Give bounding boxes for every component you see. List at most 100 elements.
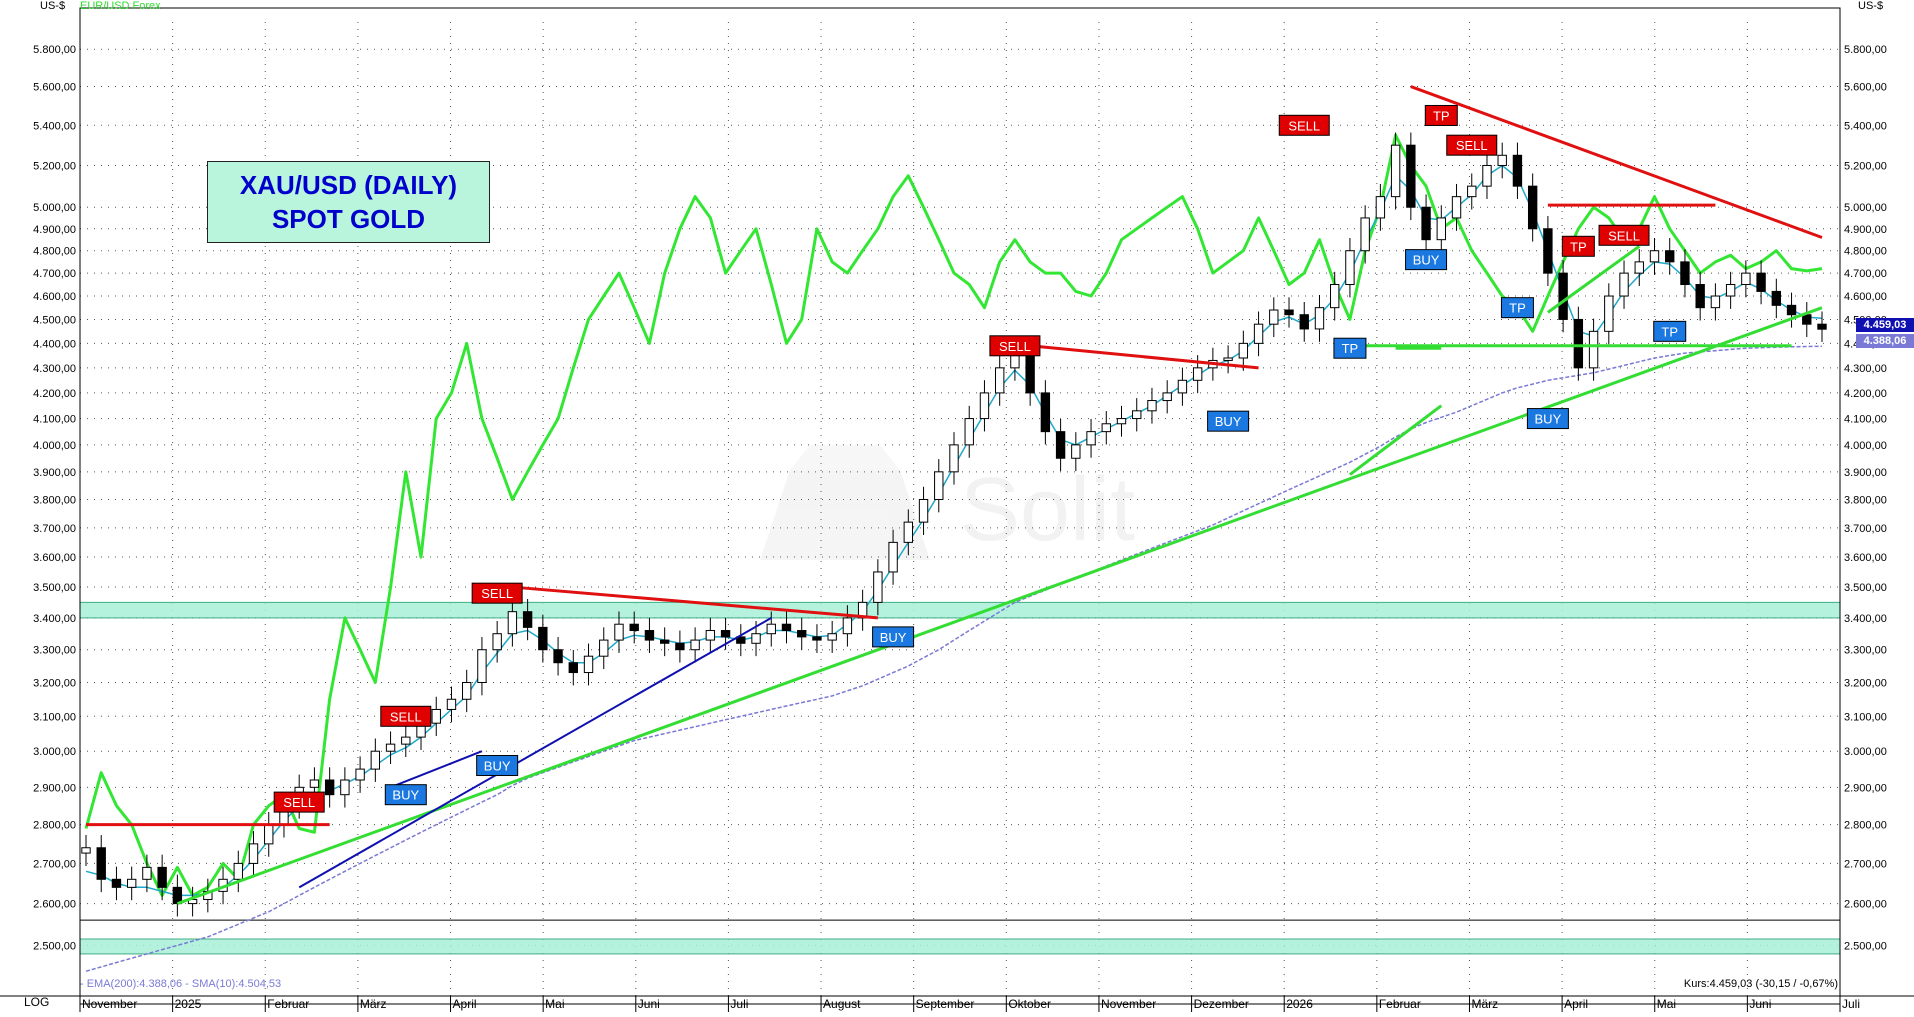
signal-buy-10[interactable]: BUY — [1405, 249, 1448, 271]
candle-84 — [1360, 205, 1370, 264]
candle-body-57 — [949, 444, 959, 473]
y-tick-right-1: 2.600,00 — [1844, 899, 1887, 911]
signals-layer: SELL SELL BUY SELL BUY BUY SELL BUY SELL TP BUY TP S… — [273, 104, 1687, 813]
y-tick-right-9: 3.400,00 — [1844, 613, 1887, 625]
signal-buy-2[interactable]: BUY — [384, 784, 427, 806]
signal-buy-5[interactable]: BUY — [872, 626, 915, 648]
signal-box-11 — [1424, 104, 1458, 126]
signal-sell-0[interactable]: SELL — [273, 791, 325, 813]
candle-body-68 — [1116, 418, 1127, 425]
signal-sell-12[interactable]: SELL — [1446, 134, 1498, 156]
candle-50 — [842, 605, 853, 647]
candle-80 — [1299, 302, 1309, 342]
x-month-label-16: April — [1564, 997, 1588, 1011]
trend-lines-layer — [86, 85, 1823, 906]
x-month-label-13: 2026 — [1286, 997, 1313, 1011]
y-tick-right-29: 5.800,00 — [1844, 44, 1887, 56]
candle-51 — [857, 589, 868, 631]
candle-body-25 — [462, 681, 472, 700]
y-tick-right-13: 3.800,00 — [1844, 494, 1887, 506]
signal-sell-3[interactable]: SELL — [471, 582, 523, 604]
candle-body-53 — [888, 541, 898, 573]
signal-buy-17[interactable]: TP — [1653, 320, 1687, 342]
candle-body-39 — [675, 642, 685, 651]
x-month-label-14: Februar — [1379, 997, 1421, 1011]
ema-200-line-layer — [85, 345, 1823, 972]
candle-20 — [385, 731, 396, 765]
signal-buy-7[interactable]: BUY — [1207, 410, 1250, 432]
candle-body-75 — [1223, 357, 1233, 361]
candle-64 — [1055, 418, 1066, 472]
candle-24 — [446, 686, 457, 723]
candle-body-32 — [568, 662, 578, 674]
x-month-label-12: Dezember — [1194, 997, 1249, 1011]
candle-48 — [812, 624, 822, 653]
trend-line-3 — [1547, 245, 1641, 314]
signal-sell-16[interactable]: SELL — [1598, 224, 1650, 246]
signal-label-1: SELL — [390, 709, 422, 724]
x-month-label-1: 2025 — [175, 997, 202, 1011]
x-month-label-17: Mai — [1657, 997, 1676, 1011]
candle-body-76 — [1238, 342, 1249, 359]
candle-106 — [1695, 271, 1705, 321]
support-zone-0 — [79, 601, 1841, 619]
candle-body-86 — [1390, 144, 1401, 198]
candle-body-6 — [172, 886, 183, 905]
y-tick-right-7: 3.200,00 — [1844, 677, 1887, 689]
signal-box-6 — [989, 335, 1041, 357]
signal-label-3: SELL — [481, 586, 513, 601]
signal-buy-4[interactable]: BUY — [476, 755, 519, 777]
candle-body-54 — [903, 521, 914, 543]
candle-21 — [401, 724, 411, 757]
y-tick-right-5: 3.000,00 — [1844, 746, 1887, 758]
candle-body-108 — [1725, 284, 1736, 297]
scale-mode-label[interactable]: LOG — [24, 995, 50, 1009]
signal-label-17: TP — [1661, 324, 1678, 339]
candle-body-61 — [1010, 355, 1020, 369]
y-tick-left-14: 3.900,00 — [33, 467, 76, 479]
signal-buy-9[interactable]: TP — [1333, 337, 1367, 359]
signal-label-10: BUY — [1413, 253, 1440, 268]
candle-body-0 — [81, 847, 91, 854]
candle-body-31 — [553, 649, 563, 664]
candle-body-28 — [507, 611, 518, 635]
candle-body-59 — [979, 392, 990, 420]
candle-29 — [522, 598, 533, 641]
signal-box-7 — [1207, 410, 1250, 432]
candle-109 — [1741, 260, 1751, 298]
candle-28 — [507, 598, 518, 647]
signal-sell-15[interactable]: TP — [1561, 235, 1595, 257]
candle-body-2 — [111, 878, 122, 888]
candle-71 — [1162, 380, 1172, 414]
trend-line-7 — [1410, 85, 1823, 239]
trend-line-6 — [1029, 344, 1259, 370]
chart-title-line1: XAU/USD (DAILY) — [239, 170, 458, 200]
candle-88 — [1421, 194, 1431, 253]
candle-body-93 — [1497, 154, 1507, 166]
signal-sell-11[interactable]: TP — [1424, 104, 1458, 126]
signal-sell-1[interactable]: SELL — [380, 705, 432, 727]
signal-buy-14[interactable]: BUY — [1526, 408, 1569, 430]
candle-98 — [1573, 306, 1584, 381]
overlay-legend: EUR/USD Forex — [80, 0, 161, 12]
y-tick-left-18: 4.300,00 — [33, 363, 76, 375]
svg-text:Solit: Solit — [960, 460, 1135, 560]
candle-body-105 — [1680, 261, 1690, 286]
signal-buy-13[interactable]: TP — [1500, 297, 1534, 319]
candle-26 — [477, 637, 487, 696]
candle-32 — [568, 650, 578, 686]
candle-90 — [1451, 183, 1462, 231]
candle-body-43 — [736, 636, 746, 644]
candle-body-46 — [781, 623, 792, 632]
candle-35 — [614, 611, 624, 653]
candle-body-70 — [1147, 400, 1157, 412]
candle-30 — [538, 614, 548, 663]
candle-body-77 — [1253, 323, 1264, 344]
signal-sell-6[interactable]: SELL — [989, 335, 1041, 357]
candle-body-83 — [1345, 250, 1355, 286]
candle-77 — [1253, 311, 1264, 357]
candle-102 — [1634, 249, 1644, 286]
candle-body-101 — [1619, 272, 1629, 297]
signal-sell-8[interactable]: SELL — [1278, 114, 1330, 136]
